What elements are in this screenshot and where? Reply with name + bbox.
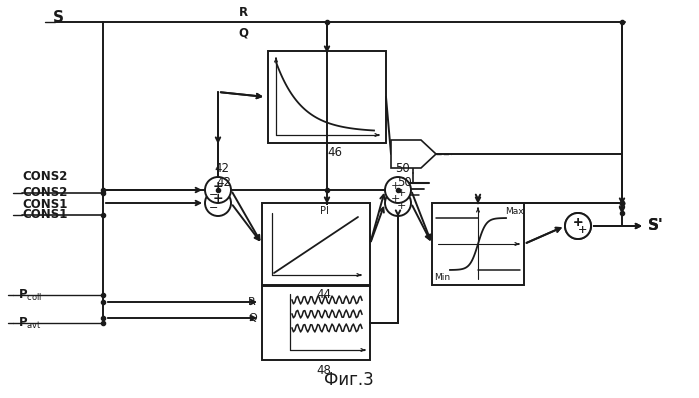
Circle shape bbox=[565, 213, 591, 239]
Text: +: + bbox=[212, 179, 223, 193]
Text: P$_{\rm coll}$: P$_{\rm coll}$ bbox=[18, 287, 42, 302]
Bar bbox=[262, 203, 370, 285]
Text: PI: PI bbox=[319, 206, 329, 216]
Text: Min: Min bbox=[434, 273, 450, 281]
Text: +: + bbox=[396, 201, 405, 211]
Text: S': S' bbox=[648, 219, 664, 234]
Text: Max: Max bbox=[505, 207, 524, 215]
Bar bbox=[432, 203, 524, 285]
Text: 46: 46 bbox=[328, 146, 343, 160]
Text: 48: 48 bbox=[317, 363, 331, 377]
Text: +: + bbox=[577, 225, 586, 235]
Polygon shape bbox=[391, 140, 436, 168]
Bar bbox=[262, 286, 370, 360]
Bar bbox=[268, 51, 386, 143]
Text: Q: Q bbox=[248, 313, 257, 323]
Text: Фиг.3: Фиг.3 bbox=[324, 371, 374, 389]
Text: CONS1: CONS1 bbox=[22, 197, 67, 211]
Text: R: R bbox=[239, 6, 248, 20]
Text: R: R bbox=[248, 297, 256, 307]
Text: −: − bbox=[209, 190, 219, 200]
Text: S: S bbox=[53, 10, 64, 25]
Text: +: + bbox=[390, 181, 400, 191]
Text: 50: 50 bbox=[396, 176, 412, 189]
Text: 42: 42 bbox=[217, 176, 231, 189]
Text: S': S' bbox=[648, 219, 664, 234]
Text: −: − bbox=[209, 203, 219, 213]
Text: Q: Q bbox=[238, 27, 248, 39]
Circle shape bbox=[205, 177, 231, 203]
Text: 42: 42 bbox=[215, 162, 229, 176]
Text: +: + bbox=[577, 225, 586, 235]
Text: CONS2: CONS2 bbox=[22, 187, 67, 199]
Circle shape bbox=[565, 213, 591, 239]
Text: CONS2: CONS2 bbox=[22, 170, 67, 183]
Text: P$_{\rm avt}$: P$_{\rm avt}$ bbox=[18, 316, 42, 331]
Text: CONS1: CONS1 bbox=[22, 209, 67, 222]
Circle shape bbox=[385, 190, 411, 216]
Circle shape bbox=[205, 190, 231, 216]
Text: +: + bbox=[390, 194, 400, 204]
Circle shape bbox=[385, 177, 411, 203]
Text: +: + bbox=[212, 193, 223, 205]
Text: +: + bbox=[572, 217, 583, 230]
Text: 44: 44 bbox=[317, 289, 331, 302]
Text: +: + bbox=[572, 217, 583, 230]
Text: +: + bbox=[396, 188, 405, 198]
Text: 50: 50 bbox=[395, 162, 410, 176]
